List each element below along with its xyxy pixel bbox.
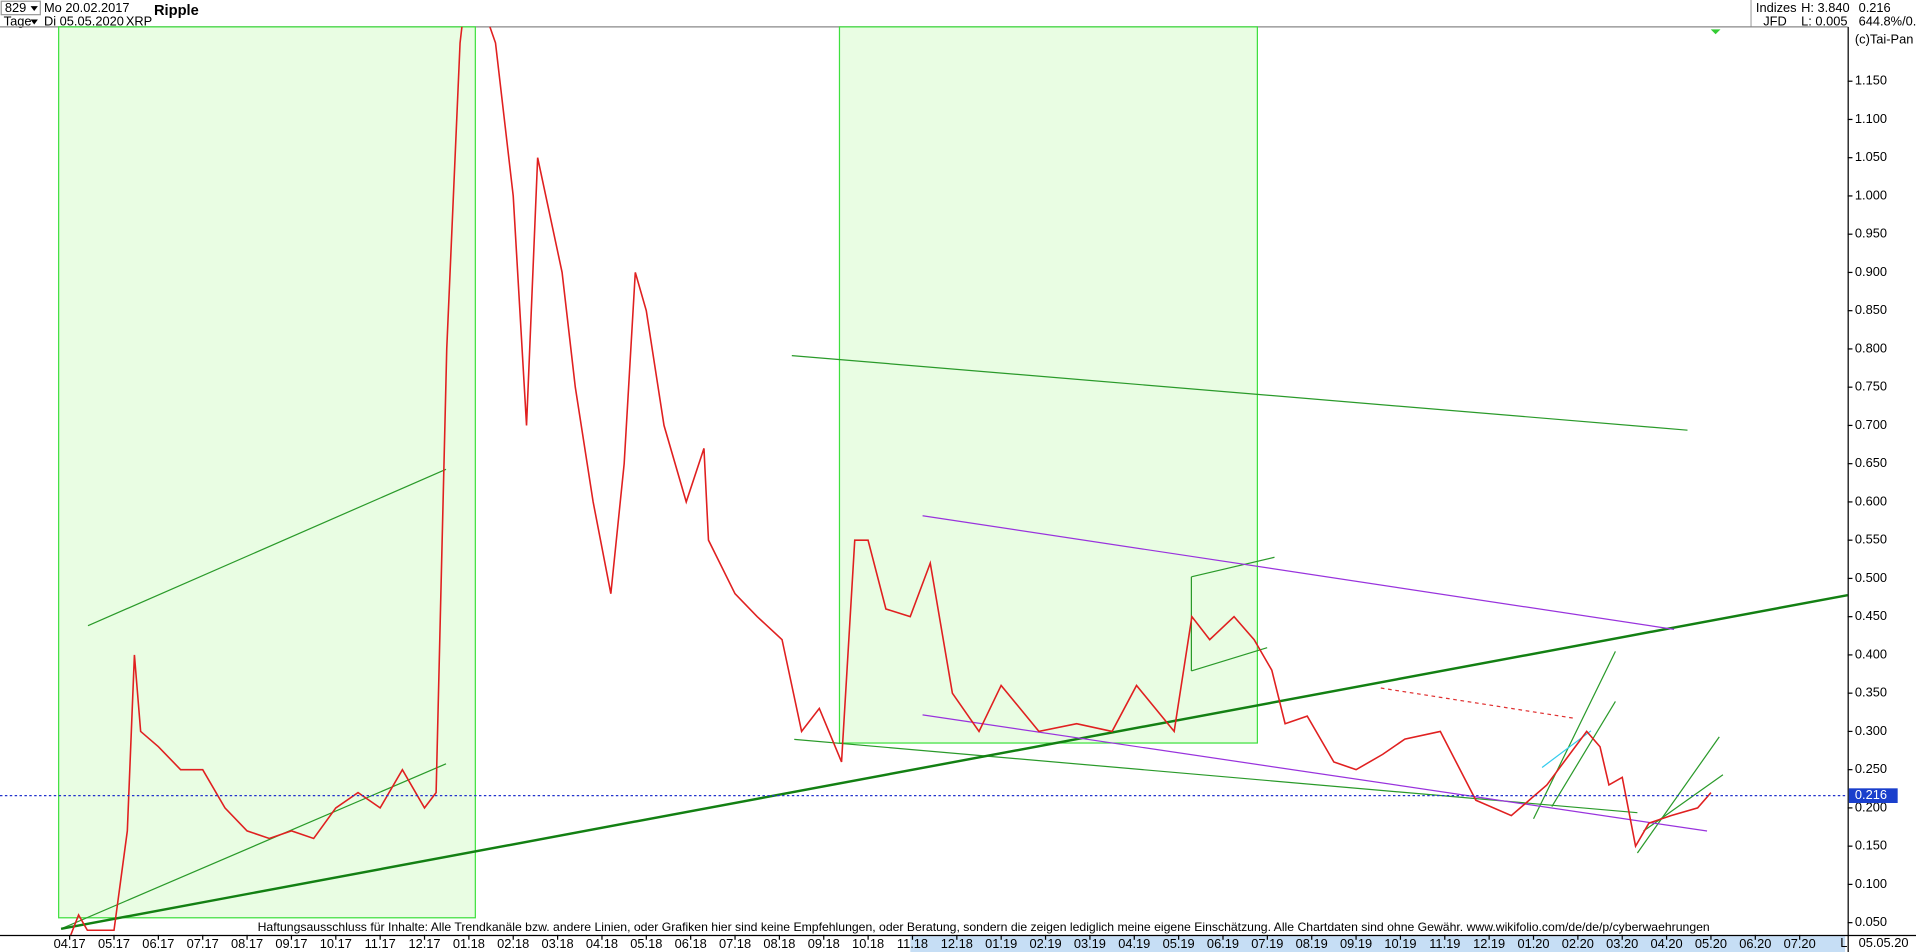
high: H: 3.840 [1801,0,1849,15]
x-tick-label: 09.18 [808,936,840,951]
x-tick-label: 09.19 [1340,936,1372,951]
y-tick-label: 0.600 [1855,493,1887,508]
start-date: Mo 20.02.2017 [44,0,130,15]
y-tick-label: 1.100 [1855,111,1887,126]
x-tick-label: 06.20 [1739,936,1771,951]
x-tick-label: 06.17 [142,936,174,951]
y-tick-label: 0.150 [1855,838,1887,853]
x-tick-label: 11.19 [1429,936,1460,951]
x-tick-label: 05.17 [98,936,130,951]
x-tick-label: 07.20 [1784,936,1816,951]
x-tick-label: 06.18 [675,936,707,951]
group: Indizes [1756,0,1797,15]
x-tick-label: 12.19 [1473,936,1505,951]
x-tick-label: 08.18 [763,936,795,951]
title: Ripple [154,3,199,19]
x-tick-label: 05.19 [1163,936,1195,951]
y-tick-label: 0.050 [1855,914,1887,929]
y-tick-label: 0.500 [1855,570,1887,585]
x-tick-label: 04.19 [1118,936,1150,951]
x-tick-label: 03.20 [1606,936,1638,951]
annotations [58,26,1848,930]
y-tick-label: 0.300 [1855,723,1887,738]
x-tick-label: 02.19 [1029,936,1061,951]
x-tick-label: 04.20 [1651,936,1683,951]
x-tick-label: 03.19 [1074,936,1106,951]
x-tick-label: 10.18 [852,936,884,951]
x-tick-label: 08.17 [231,936,263,951]
y-tick-label: 0.100 [1855,876,1887,891]
x-tick-label: 05.20 [1695,936,1727,951]
count-box[interactable] [0,0,41,16]
disclaimer: Haftungsausschluss für Inhalte: Alle Tre… [258,920,1710,934]
y-tick-label: 0.450 [1855,608,1887,623]
x-tick-label: 01.19 [985,936,1017,951]
y-tick-label: 0.350 [1855,685,1887,700]
x-tick-label: 10.19 [1384,936,1416,951]
symbol: XRP [126,13,152,28]
x-tick-label: 03.18 [542,936,574,951]
period[interactable]: Tage [4,13,32,28]
x-tick-label: 11.18 [897,936,928,951]
y-tick-label: 0.550 [1855,532,1887,547]
x-tick-label: 09.17 [275,936,307,951]
source: JFD [1763,13,1787,28]
copyright: (c)Tai-Pan [1855,32,1913,47]
y-tick-label: 0.400 [1855,646,1887,661]
x-tick-label: 04.18 [586,936,618,951]
y-tick-label: 0.950 [1855,226,1887,241]
y-tick-label: 0.200 [1855,799,1887,814]
count: 829 [5,0,26,15]
change: 644.8%/0.18 [1859,13,1916,28]
y-tick-label: 0.850 [1855,302,1887,317]
last: 0.216 [1859,0,1891,15]
selection[interactable] [910,936,1846,952]
price-line [69,26,1712,935]
y-tick-label: 0.250 [1855,761,1887,776]
axis-date: 05.05.20 [1859,935,1909,950]
y-tick-label: 1.050 [1855,149,1887,164]
y-tick-label: 0.800 [1855,340,1887,355]
x-tick-label: 12.17 [408,936,440,951]
x-tick-label: 05.18 [630,936,662,951]
y-tick-label: 0.900 [1855,264,1887,279]
x-tick-label: 07.19 [1251,936,1283,951]
current-price-box [1848,788,1898,804]
x-tick-label: 08.19 [1296,936,1328,951]
y-tick-label: 0.700 [1855,417,1887,432]
x-tick-label: 10.17 [320,936,352,951]
x-tick-label: 01.20 [1517,936,1549,951]
x-tick-label: 02.20 [1562,936,1594,951]
y-tick-label: 0.750 [1855,379,1887,394]
y-tick-label: 0.650 [1855,455,1887,470]
x-tick-label: 04.17 [54,936,86,951]
y-tick-label: 1.150 [1855,73,1887,88]
x-tick-label: 06.19 [1207,936,1239,951]
current-price-label: 0.216 [1855,787,1887,802]
x-tick-label: 12.18 [941,936,973,951]
x-tick-label: 02.18 [497,936,529,951]
end-date: Di 05.05.2020 [44,13,124,28]
x-tick-label: 07.18 [719,936,751,951]
y-tick-label: 1.000 [1855,187,1887,202]
x-tick-label: 01.18 [453,936,485,951]
x-tick-label: 11.17 [365,936,396,951]
x-tick-label: 07.17 [187,936,219,951]
low: L: 0.005 [1801,13,1847,28]
axis-mode: L [1840,935,1847,950]
